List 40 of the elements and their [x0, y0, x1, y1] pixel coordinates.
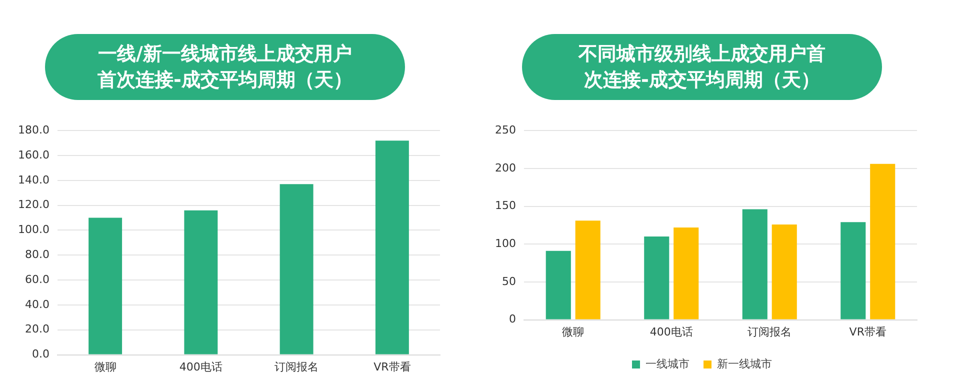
y-tick-label: 60.0	[24, 272, 50, 286]
x-tick-label: 微聊	[562, 325, 584, 338]
x-tick-label: 订阅报名	[748, 325, 792, 338]
y-tick-label: 140.0	[18, 173, 50, 186]
bar	[280, 184, 314, 354]
y-tick-label: 150	[494, 199, 516, 212]
bar	[546, 250, 571, 320]
bar	[644, 236, 670, 320]
bar	[184, 210, 218, 354]
bar	[870, 164, 896, 320]
x-tick-label: VR带看	[374, 360, 411, 374]
y-tick-label: 180.0	[18, 123, 50, 136]
bar	[375, 140, 409, 354]
y-tick-label: 0	[508, 312, 516, 326]
bar	[840, 222, 866, 320]
y-tick-label: 100.0	[18, 223, 50, 236]
bar	[742, 209, 768, 320]
y-tick-label: 100	[494, 236, 516, 250]
chart-title: 一线/新一线城市线上成交用户首次连接-成交平均周期（天）	[96, 42, 354, 93]
bar	[575, 220, 600, 320]
y-tick-label: 200	[494, 161, 516, 174]
y-tick-label: 50	[502, 274, 516, 288]
x-tick-label: 订阅报名	[274, 360, 319, 374]
x-tick-label: VR带看	[849, 325, 886, 338]
bar	[88, 218, 122, 354]
x-tick-label: 400电话	[179, 360, 222, 374]
x-tick-label: 微聊	[94, 360, 116, 374]
legend-label: 一线城市	[646, 357, 690, 370]
bar	[772, 224, 797, 320]
y-tick-label: 40.0	[24, 298, 50, 311]
y-tick-label: 160.0	[18, 148, 50, 162]
legend-label: 新一线城市	[717, 357, 772, 370]
y-tick-label: 80.0	[24, 248, 50, 262]
x-tick-label: 400电话	[650, 325, 693, 338]
chart-title: 不同城市级别线上成交用户首次连接-成交平均周期（天）	[577, 42, 826, 93]
y-tick-label: 250	[494, 123, 516, 136]
y-tick-label: 20.0	[24, 322, 50, 336]
y-tick-label: 0.0	[32, 348, 50, 361]
y-tick-label: 120.0	[18, 198, 50, 212]
bar	[674, 227, 699, 320]
